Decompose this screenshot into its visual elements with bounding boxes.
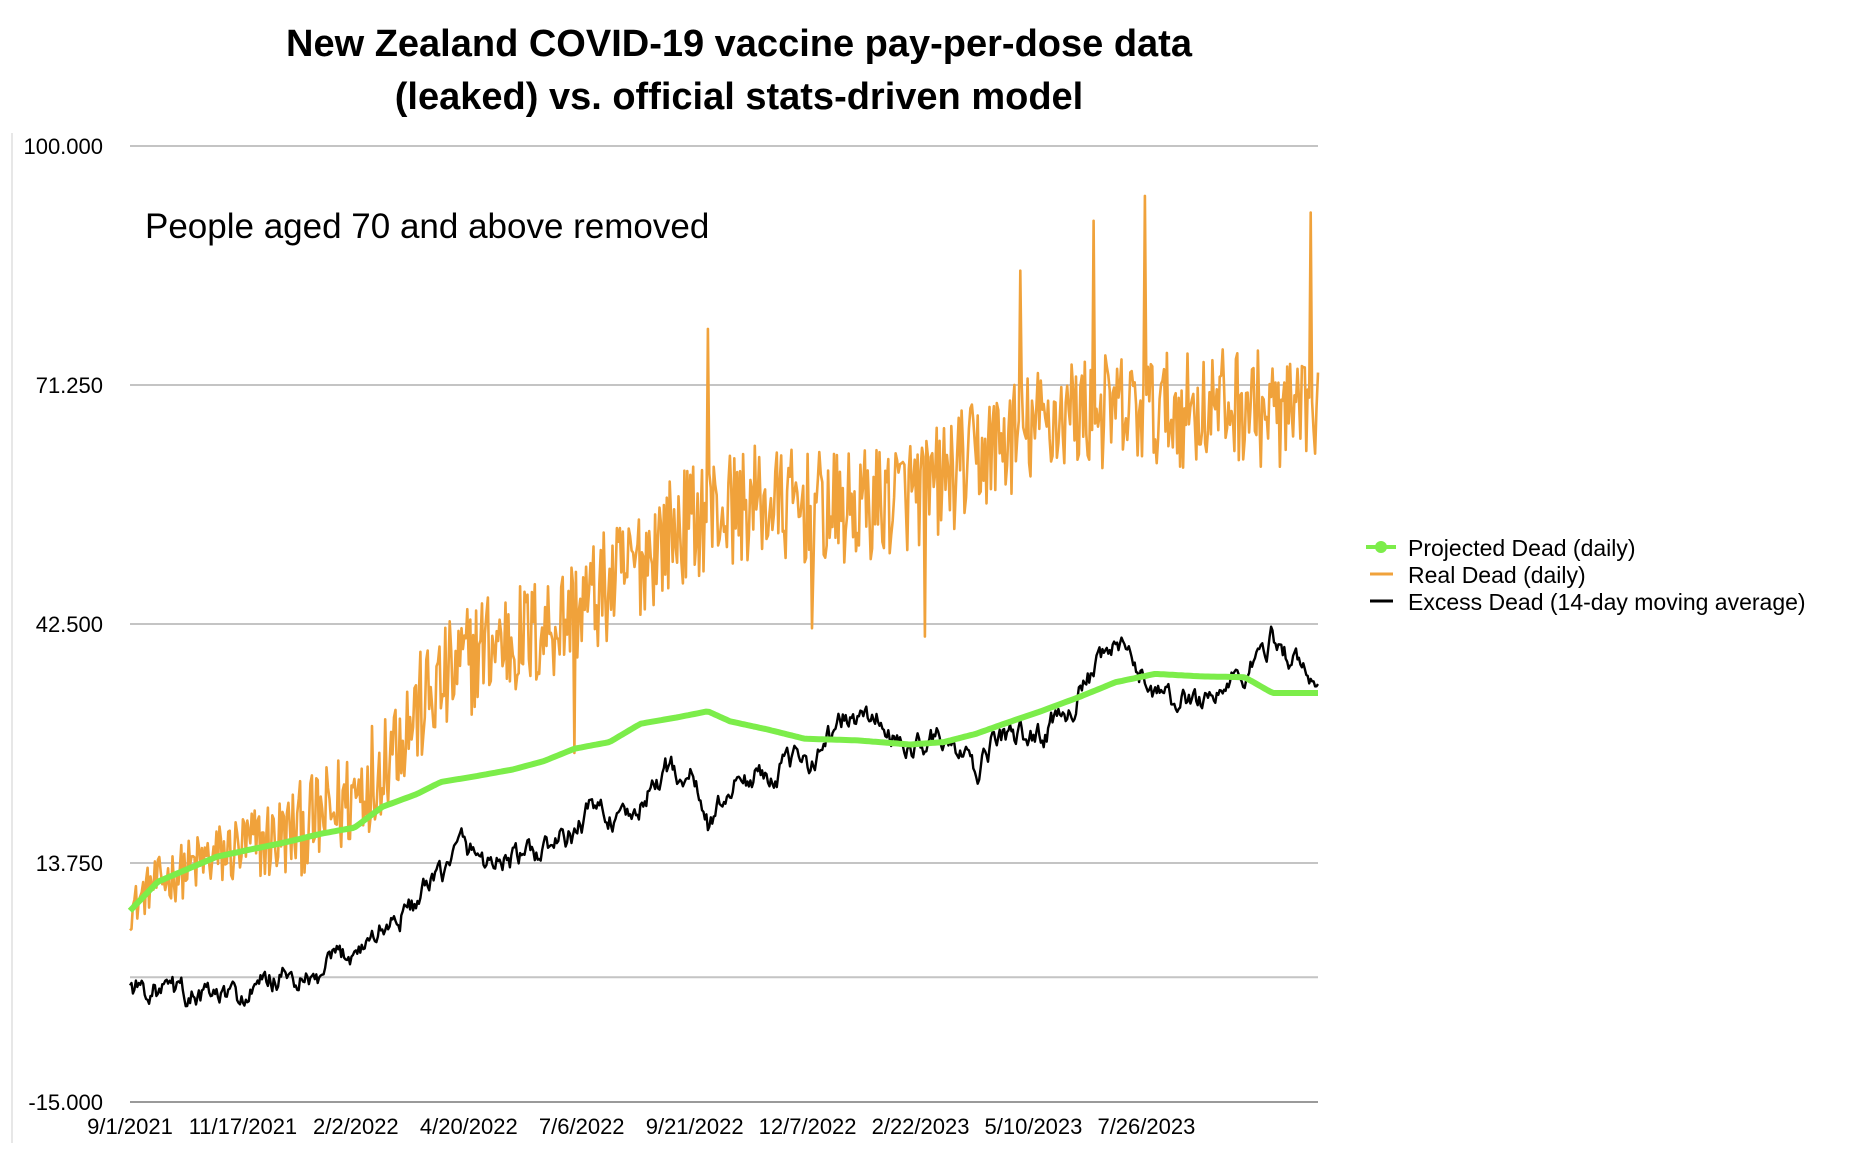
legend-item-projected: Projected Dead (daily) <box>1366 535 1636 561</box>
y-tick-label: 71.250 <box>36 373 103 398</box>
legend-item-excess: Excess Dead (14-day moving average) <box>1370 589 1806 615</box>
legend-item-real: Real Dead (daily) <box>1370 562 1586 588</box>
chart-subtitle: People aged 70 and above removed <box>145 207 709 246</box>
y-tick-label: 42.500 <box>36 612 103 637</box>
legend: Projected Dead (daily) Real Dead (daily)… <box>1366 535 1806 615</box>
x-tick-label: 7/6/2022 <box>539 1114 625 1139</box>
x-tick-label: 4/20/2022 <box>420 1114 518 1139</box>
x-tick-label: 7/26/2023 <box>1097 1114 1195 1139</box>
x-tick-label: 5/10/2023 <box>985 1114 1083 1139</box>
legend-label-excess: Excess Dead (14-day moving average) <box>1408 589 1806 615</box>
series-line-excess <box>128 625 1319 1008</box>
y-axis-tick-labels: -15.000 13.750 42.500 71.250 100.000 <box>23 134 103 1115</box>
legend-marker-projected <box>1375 541 1387 553</box>
chart-title-line-2: (leaked) vs. official stats-driven model <box>395 76 1083 118</box>
x-tick-label: 9/21/2022 <box>646 1114 744 1139</box>
x-axis-tick-labels: 9/1/2021 11/17/2021 2/2/2022 4/20/2022 7/6/2… <box>87 1114 1195 1139</box>
x-tick-label: 12/7/2022 <box>759 1114 857 1139</box>
x-tick-label: 11/17/2021 <box>189 1114 297 1139</box>
x-tick-label: 2/22/2023 <box>872 1114 970 1139</box>
series-line-real <box>129 194 1320 932</box>
y-tick-label: 100.000 <box>23 134 103 159</box>
legend-label-projected: Projected Dead (daily) <box>1408 535 1636 561</box>
series-line-projected <box>127 671 1318 913</box>
x-tick-label: 2/2/2022 <box>313 1114 399 1139</box>
y-tick-label: 13.750 <box>36 851 103 876</box>
x-tick-label: 9/1/2021 <box>87 1114 173 1139</box>
gridlines <box>130 145 1318 1103</box>
chart-title-line-1: New Zealand COVID-19 vaccine pay-per-dos… <box>286 23 1193 65</box>
legend-label-real: Real Dead (daily) <box>1408 562 1586 588</box>
y-tick-label: -15.000 <box>28 1090 103 1115</box>
series-lines <box>127 194 1320 1008</box>
